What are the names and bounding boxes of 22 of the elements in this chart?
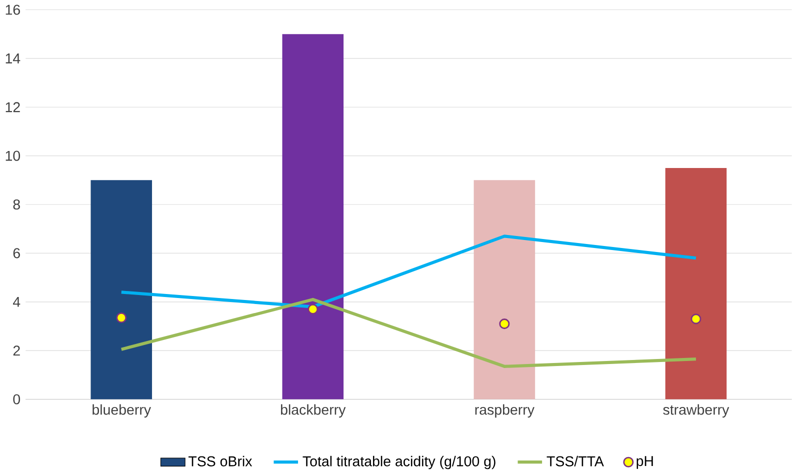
x-tick-label: blueberry <box>92 404 152 418</box>
y-tick-label: 12 <box>6 102 20 112</box>
legend-label: TSS oBrix <box>188 456 252 466</box>
legend-label: Total titratable acidity (g/100 g) <box>302 456 496 470</box>
legend-label: pH <box>636 456 653 469</box>
y-tick-label: 8 <box>13 199 20 210</box>
y-tick-label: 10 <box>6 150 20 161</box>
line-series <box>120 298 698 368</box>
x-tick-label: raspberry <box>475 404 534 418</box>
y-tick-label: 0 <box>13 394 20 404</box>
bar <box>474 180 536 400</box>
bar <box>665 168 727 400</box>
bar <box>90 180 152 400</box>
y-tick-label: 2 <box>13 346 20 356</box>
y-tick-label: 14 <box>6 54 20 64</box>
x-tick-label: strawberry <box>663 404 730 418</box>
bar <box>282 34 344 400</box>
y-tick-label: 16 <box>6 4 20 15</box>
y-tick-label: 4 <box>13 296 20 307</box>
x-tick-label: blackberry <box>280 404 346 418</box>
legend-label: TSS/TTA <box>546 456 604 466</box>
y-tick-label: 6 <box>13 248 20 258</box>
